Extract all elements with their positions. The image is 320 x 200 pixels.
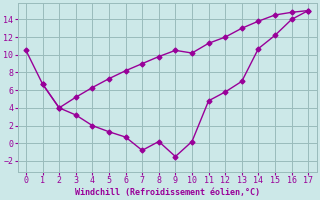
X-axis label: Windchill (Refroidissement éolien,°C): Windchill (Refroidissement éolien,°C) xyxy=(75,188,260,197)
